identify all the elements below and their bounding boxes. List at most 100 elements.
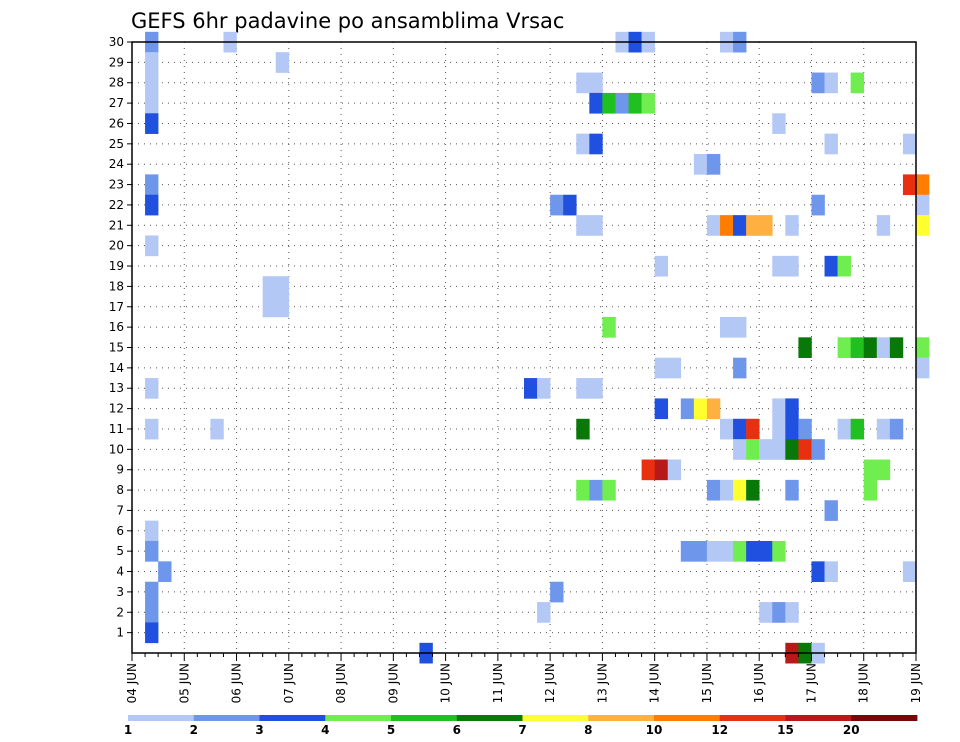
precip-cell	[693, 398, 708, 420]
colorbar-label: 7	[518, 723, 526, 737]
precip-cell	[824, 133, 838, 155]
colorbar-label: 3	[255, 723, 263, 737]
precip-cell	[680, 398, 695, 420]
precip-cell	[693, 154, 708, 175]
precip-cell	[576, 72, 590, 94]
precip-cell	[889, 337, 904, 358]
precip-cell	[145, 235, 159, 257]
colorbar-swatch	[588, 715, 655, 721]
colorbar-label: 12	[711, 723, 728, 737]
precip-cell	[798, 337, 812, 358]
precip-cell	[145, 540, 159, 562]
colorbar-label: 8	[584, 723, 592, 737]
x-tick-label: 08 JUN	[334, 663, 348, 703]
x-tick-label: 14 JUN	[648, 663, 662, 703]
precip-cell	[824, 255, 838, 277]
precip-cell	[916, 337, 930, 358]
x-tick-label: 19 JUN	[909, 663, 923, 703]
x-tick-label: 16 JUN	[752, 663, 766, 703]
precip-cell	[145, 418, 159, 440]
y-tick-label: 28	[109, 76, 124, 90]
precip-cell	[720, 215, 734, 236]
colorbar-label: 4	[321, 723, 329, 737]
x-axis-ticks: 04 JUN 05 JUN 06 JUN 07 JUN 08 JUN 09 JUN 10 J…	[125, 653, 923, 703]
precip-cell	[798, 439, 812, 460]
colorbar-swatch	[785, 715, 852, 721]
precip-cell	[602, 316, 616, 338]
x-tick-label: 06 JUN	[230, 663, 244, 703]
colorbar-swatch	[391, 715, 458, 721]
precip-cell	[576, 215, 590, 236]
y-tick-label: 3	[116, 585, 124, 599]
y-tick-label: 9	[116, 463, 124, 477]
precip-cell	[641, 459, 655, 481]
precip-cell	[785, 255, 799, 277]
precip-cell	[589, 378, 603, 399]
precip-cell	[550, 581, 564, 603]
y-tick-label: 10	[109, 442, 124, 456]
precip-cell	[785, 602, 799, 623]
y-tick-label: 15	[109, 341, 124, 355]
y-tick-label: 2	[116, 605, 124, 619]
precip-cell	[706, 215, 721, 236]
x-tick-label: 15 JUN	[700, 663, 714, 703]
colorbar-swatch	[851, 715, 918, 721]
precip-cell	[145, 378, 159, 399]
precip-cell	[602, 479, 616, 501]
precip-cell	[537, 602, 551, 623]
precip-cell	[772, 602, 786, 623]
precip-cell	[576, 133, 590, 155]
precip-cell	[916, 357, 930, 379]
precip-cell	[576, 378, 590, 399]
precip-cell	[628, 92, 642, 114]
precip-cell	[863, 459, 878, 481]
precip-cell	[785, 418, 799, 440]
precip-cell	[720, 540, 734, 562]
precip-cell	[863, 337, 878, 358]
precip-cell	[706, 479, 721, 501]
precip-cell	[145, 622, 159, 644]
y-tick-label: 17	[109, 300, 124, 314]
precip-cell	[759, 439, 773, 460]
precip-cell	[876, 215, 891, 236]
y-tick-label: 6	[116, 524, 124, 538]
precip-cell	[772, 439, 786, 460]
precip-cell	[589, 72, 603, 94]
precip-cell	[772, 418, 786, 440]
precip-cell	[145, 194, 159, 216]
precip-cell	[837, 418, 851, 440]
precip-cell	[850, 337, 865, 358]
colorbar-swatch	[654, 715, 721, 721]
precip-cell	[550, 194, 564, 216]
y-tick-label: 27	[109, 96, 124, 110]
precip-cell	[811, 194, 825, 216]
y-tick-label: 11	[109, 422, 124, 436]
precip-cell	[785, 439, 799, 460]
precip-cell	[811, 561, 825, 583]
precip-cell	[706, 154, 721, 175]
y-tick-label: 4	[116, 565, 124, 579]
precip-cell	[759, 602, 773, 623]
precip-cell	[746, 418, 760, 440]
precip-cell	[589, 215, 603, 236]
precip-cell	[811, 439, 825, 460]
colorbar-swatch	[259, 715, 326, 721]
precip-cell	[145, 92, 159, 114]
y-tick-label: 26	[109, 116, 124, 130]
precip-cell	[746, 540, 760, 562]
precip-cell	[524, 378, 538, 399]
precip-cell	[759, 215, 773, 236]
precip-cell	[720, 418, 734, 440]
colorbar-label: 10	[646, 723, 663, 737]
precip-cell	[772, 540, 786, 562]
precip-cell	[733, 540, 747, 562]
colorbar-swatch	[193, 715, 260, 721]
precip-cell	[641, 92, 655, 114]
precip-cell	[916, 194, 930, 216]
precip-cell	[746, 215, 760, 236]
colorbar-label: 1	[124, 723, 132, 737]
precip-cell	[902, 133, 917, 155]
precip-cell	[602, 92, 616, 114]
precip-cell	[145, 520, 159, 542]
precip-cell	[720, 316, 734, 338]
